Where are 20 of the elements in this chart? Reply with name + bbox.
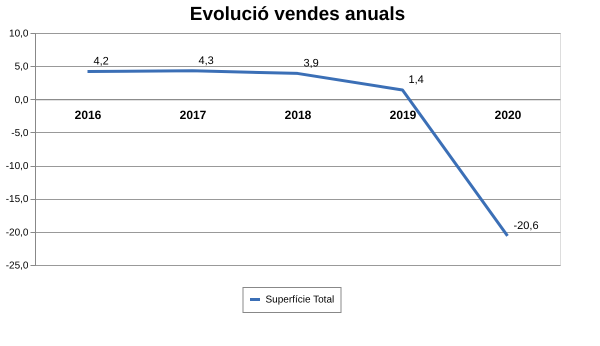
x-tick-label: 2018 <box>284 108 312 122</box>
x-tick-label: 2020 <box>494 108 522 122</box>
y-tick-label: -25,0 <box>6 260 29 272</box>
y-tick-label: -15,0 <box>6 194 29 206</box>
x-tick-label: 2019 <box>390 108 417 122</box>
x-tick-label: 2016 <box>74 108 102 122</box>
y-tick-label: 0,0 <box>14 94 29 106</box>
y-tick-label: 10,0 <box>9 28 29 40</box>
data-label: -20,6 <box>514 220 539 232</box>
y-tick-label: 5,0 <box>14 62 29 73</box>
data-label: 1,4 <box>408 74 424 86</box>
x-tick-label: 2017 <box>180 108 207 122</box>
chart-title: Evolució vendes anuals <box>190 4 406 25</box>
y-tick-label: -20,0 <box>6 227 29 238</box>
data-label: 4,3 <box>198 54 214 67</box>
legend-label: Superfície Total <box>266 294 334 306</box>
data-label: 3,9 <box>304 57 319 70</box>
y-tick-label: -5,0 <box>11 128 29 139</box>
y-tick-label: -10,0 <box>6 161 29 172</box>
data-label: 4,2 <box>94 55 109 68</box>
